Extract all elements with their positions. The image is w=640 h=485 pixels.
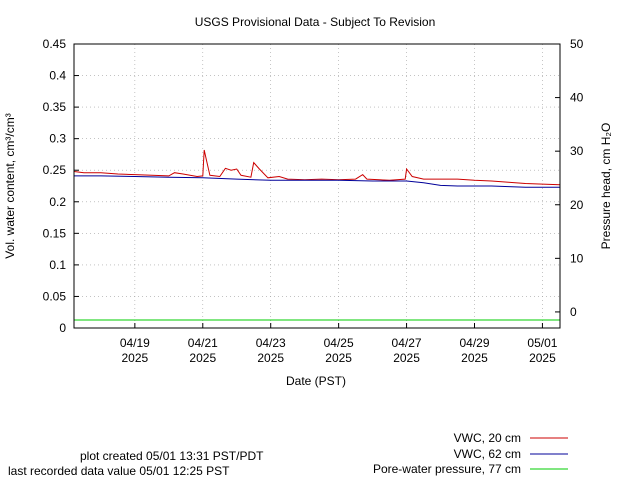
y-right-tick-label: 20	[570, 198, 584, 212]
x-axis-label: Date (PST)	[286, 374, 346, 388]
footer-created: plot created 05/01 13:31 PST/PDT	[80, 449, 264, 463]
x-tick-label: 05/01	[527, 336, 557, 350]
y-tick-label: 0	[59, 321, 66, 335]
series-layer	[73, 149, 561, 321]
x-tick-label: 04/23	[256, 336, 286, 350]
grid	[74, 44, 560, 328]
y-tick-label: 0.2	[49, 195, 66, 209]
footer-last-value: last recorded data value 05/01 12:25 PST	[8, 464, 230, 478]
y-axis-label: Vol. water content, cm³/cm³	[3, 113, 17, 258]
y-axis-right-label: Pressure head, cm H₂O	[599, 123, 613, 250]
series-line-1	[73, 149, 561, 186]
x-tick-label-year: 2025	[393, 351, 420, 365]
x-tick-label: 04/19	[120, 336, 150, 350]
axes: 0 0.05 0.1 0.15 0.2 0.25 0.3 0.35 0.4 0.45 0 10 20 30…	[43, 37, 584, 365]
y-right-tick-label: 40	[570, 91, 584, 105]
y-tick-label: 0.35	[43, 100, 67, 114]
chart-title: USGS Provisional Data - Subject To Revis…	[195, 15, 436, 29]
y-tick-label: 0.45	[43, 37, 67, 51]
legend-label: Pore-water pressure, 77 cm	[373, 462, 521, 476]
x-tick-label-year: 2025	[529, 351, 556, 365]
legend-label: VWC, 20 cm	[454, 431, 521, 445]
x-tick-label: 04/29	[459, 336, 489, 350]
y-tick-label: 0.3	[49, 132, 66, 146]
y-tick-label: 0.1	[49, 258, 66, 272]
y-tick-label: 0.15	[43, 226, 67, 240]
y-right-tick-label: 30	[570, 144, 584, 158]
x-tick-label-year: 2025	[122, 351, 149, 365]
plot-frame	[73, 43, 561, 329]
y-right-tick-label: 0	[570, 305, 577, 319]
x-tick-label: 04/25	[324, 336, 354, 350]
x-tick-label-year: 2025	[189, 351, 216, 365]
x-tick-label: 04/21	[188, 336, 218, 350]
x-tick-label-year: 2025	[257, 351, 284, 365]
y-right-tick-label: 10	[570, 251, 584, 265]
x-tick-label-year: 2025	[325, 351, 352, 365]
x-tick-label-year: 2025	[461, 351, 488, 365]
series-line-2	[74, 175, 560, 188]
y-tick-label: 0.05	[43, 289, 67, 303]
y-right-tick-label: 50	[570, 37, 584, 51]
y-tick-label: 0.25	[43, 163, 67, 177]
y-tick-label: 0.4	[49, 69, 66, 83]
x-tick-label: 04/27	[392, 336, 422, 350]
legend-label: VWC, 62 cm	[454, 447, 521, 461]
